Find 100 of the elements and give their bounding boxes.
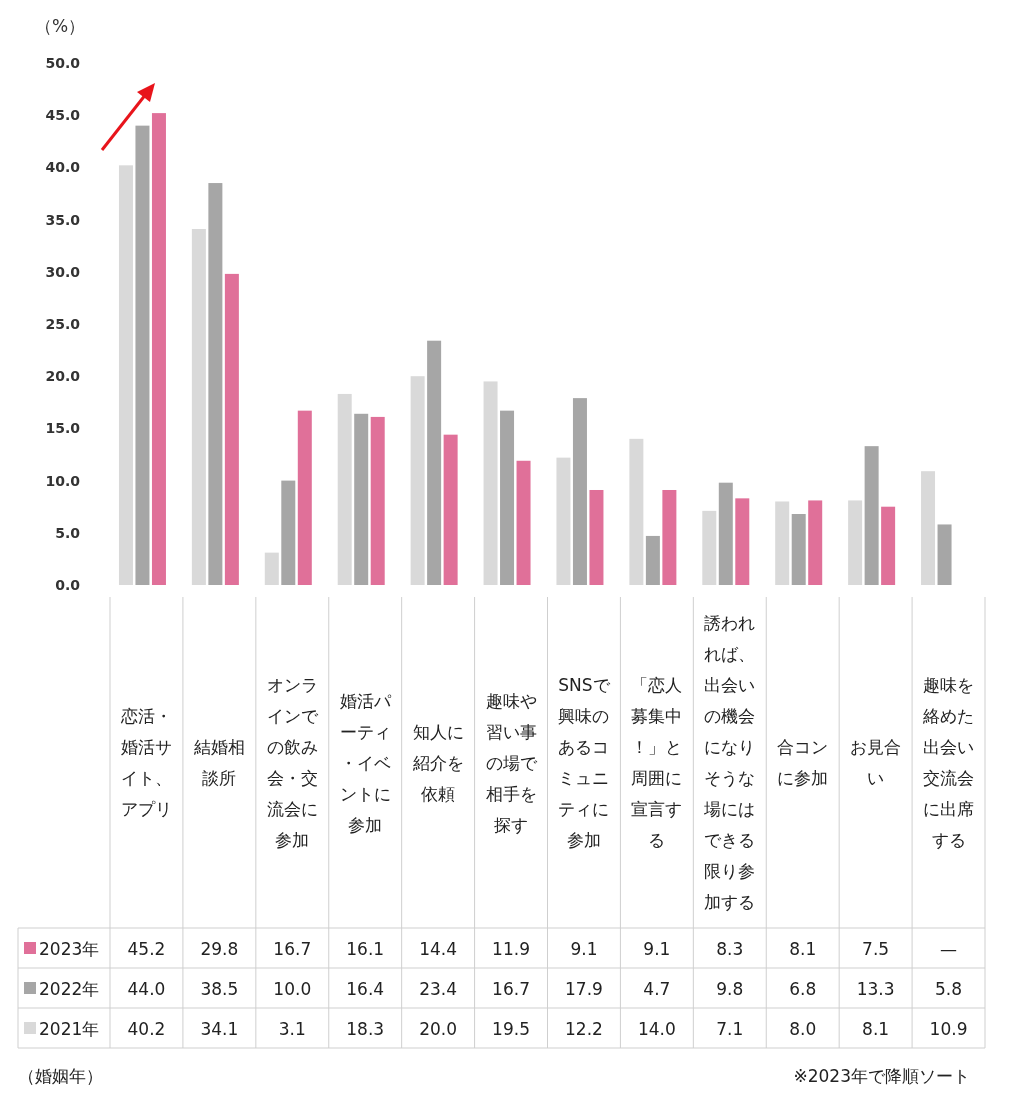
data-label: 4.7 — [643, 979, 671, 999]
bar — [629, 438, 644, 585]
data-label: 16.7 — [492, 979, 530, 999]
y-tick-label: 25.0 — [45, 316, 81, 332]
bar — [718, 482, 733, 585]
legend-label: 2021年 — [39, 1019, 100, 1039]
y-tick-label: 15.0 — [45, 420, 81, 437]
bar — [864, 446, 879, 585]
bar — [354, 413, 369, 585]
bar — [118, 165, 133, 585]
data-label: 6.8 — [789, 979, 817, 999]
y-tick-label: 30.0 — [45, 263, 81, 280]
y-tick-label: 40.0 — [45, 159, 81, 176]
bar — [297, 410, 312, 585]
data-label: 10.9 — [929, 1019, 968, 1039]
text: — — [940, 939, 958, 959]
bar — [410, 376, 425, 585]
bar — [662, 490, 677, 585]
data-label: 14.0 — [637, 1019, 676, 1039]
data-label: 45.2 — [127, 939, 166, 959]
x-tick-label: SNSで興味のあるコミュニティに参加 — [558, 675, 611, 850]
x-tick-label: 結婚相談所 — [192, 737, 245, 788]
bar — [135, 125, 150, 585]
x-tick-label: 合コンに参加 — [777, 737, 829, 788]
data-label: 29.8 — [200, 939, 239, 959]
data-label: 40.2 — [127, 1019, 166, 1039]
bar — [427, 340, 442, 585]
y-tick-label: 50.0 — [45, 55, 81, 71]
y-tick-label: 5.0 — [55, 524, 81, 541]
bar — [500, 410, 515, 585]
data-label: 44.0 — [127, 979, 166, 999]
x-tick-label: 「恋人募集中！」と周囲に宣言する — [631, 675, 683, 850]
x-tick-label: 趣味を絡めた出会い交流会に出席する — [922, 675, 975, 850]
data-label: 12.2 — [565, 1019, 603, 1039]
data-label: 16.7 — [273, 939, 312, 959]
bar — [443, 434, 458, 585]
data-label: 19.5 — [492, 1019, 530, 1039]
bar — [775, 501, 790, 585]
bar — [191, 229, 206, 585]
data-label: 7.5 — [862, 939, 890, 959]
x-tick-label: 恋活・婚活サイト、アプリ — [119, 706, 172, 819]
bar — [572, 398, 587, 585]
data-label: 9.1 — [643, 939, 671, 959]
bar — [921, 471, 936, 585]
bar — [370, 416, 385, 585]
bar — [589, 490, 604, 585]
bar — [516, 460, 531, 585]
data-label: 14.4 — [419, 939, 458, 959]
bar — [337, 393, 352, 585]
bar — [645, 535, 660, 585]
data-label: 17.9 — [565, 979, 603, 999]
y-axis-title: （%） — [34, 16, 86, 36]
data-label: 38.5 — [200, 979, 239, 999]
data-label: 8.1 — [862, 1019, 890, 1039]
data-label: 5.8 — [935, 979, 963, 999]
bar — [483, 381, 498, 585]
data-label: 9.1 — [570, 939, 598, 959]
data-label: 3.1 — [278, 1019, 306, 1039]
bar — [881, 506, 896, 585]
data-label: 7.1 — [716, 1019, 744, 1039]
bar — [702, 510, 717, 585]
data-label: 10.0 — [273, 979, 312, 999]
data-label: 18.3 — [346, 1019, 385, 1039]
legend-label: 2022年 — [39, 979, 100, 999]
data-label: 34.1 — [200, 1019, 239, 1039]
bar — [556, 457, 571, 585]
data-label: 13.3 — [856, 979, 895, 999]
data-label: 8.1 — [789, 939, 817, 959]
bar — [848, 500, 863, 585]
legend-label: 2023年 — [39, 939, 100, 959]
data-label: 20.0 — [419, 1019, 458, 1039]
bar — [735, 498, 750, 585]
y-tick-label: 10.0 — [45, 472, 81, 489]
data-label: 16.1 — [346, 939, 385, 959]
x-tick-label: オンラインでの飲み会・交流会に参加 — [266, 675, 319, 850]
y-tick-label: 0.0 — [55, 577, 81, 593]
bar — [224, 273, 239, 585]
x-tick-label: 趣味や習い事の場で相手を探す — [485, 690, 538, 835]
bar — [937, 524, 952, 585]
x-tick-label: お見合い — [850, 737, 902, 788]
data-label: 8.3 — [716, 939, 744, 959]
category-label: 誘われれば、出会いの機会になりそうな場にはできる限り参加する — [704, 613, 756, 912]
data-label: 11.9 — [492, 939, 530, 959]
data-label: 8.0 — [789, 1019, 817, 1039]
bar — [151, 113, 166, 585]
x-tick-label: 婚活パーティ・イベントに参加 — [339, 690, 392, 835]
y-tick-label: 45.0 — [45, 107, 81, 124]
bar — [808, 500, 823, 585]
data-label: 9.8 — [716, 979, 744, 999]
y-tick-label: 20.0 — [45, 368, 81, 385]
bar — [208, 183, 223, 585]
x-tick-label: 知人に紹介を依頼 — [411, 721, 464, 804]
y-tick-label: 35.0 — [45, 211, 81, 228]
text: ※2023年で降順ソート — [793, 1066, 970, 1086]
bar — [264, 552, 279, 585]
bar — [281, 480, 296, 585]
data-label: 23.4 — [419, 979, 458, 999]
data-label: 16.4 — [346, 979, 385, 999]
bar — [791, 514, 806, 585]
text: （婚姻年） — [18, 1066, 103, 1086]
